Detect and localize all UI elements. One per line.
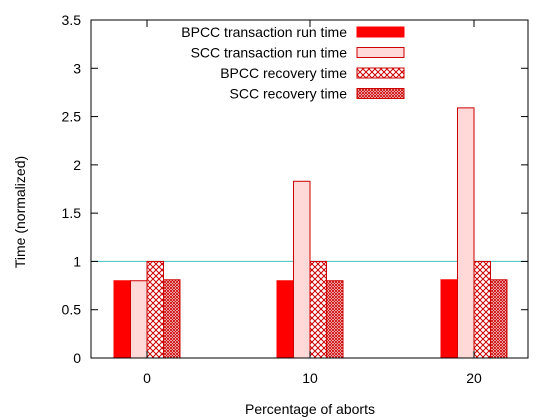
legend-swatch — [356, 47, 405, 58]
legend-swatch — [356, 26, 405, 38]
bar-3-20 — [473, 260, 491, 359]
y-tick-label: 1 — [73, 253, 81, 269]
bar-4-0 — [163, 279, 181, 359]
y-axis-label: Time (normalized) — [12, 156, 28, 268]
legend-label: BPCC transaction run time — [181, 24, 347, 40]
legend-label: SCC transaction run time — [191, 45, 348, 61]
y-tick-label: 3 — [73, 60, 81, 76]
bar-2-20 — [457, 107, 475, 359]
bar-1-0 — [113, 280, 131, 359]
legend-label: SCC recovery time — [230, 86, 348, 102]
y-tick-label: 2.5 — [62, 109, 82, 125]
y-tick-label: 3.5 — [62, 12, 82, 28]
x-tick-label: 0 — [143, 370, 151, 386]
legend-swatch — [356, 67, 405, 79]
x-axis-label: Percentage of aborts — [245, 401, 375, 417]
legend-swatch — [356, 88, 405, 99]
x-tick-label: 10 — [302, 370, 318, 386]
y-tick-label: 0 — [73, 350, 81, 366]
y-tick-label: 1.5 — [62, 205, 82, 221]
bar-2-0 — [130, 280, 148, 359]
y-tick-label: 0.5 — [62, 302, 82, 318]
y-tick-label: 2 — [73, 157, 81, 173]
bar-4-10 — [326, 280, 344, 359]
bar-2-10 — [293, 180, 311, 359]
legend-label: BPCC recovery time — [220, 65, 347, 81]
bar-1-20 — [440, 279, 458, 359]
bar-3-10 — [309, 260, 327, 359]
bar-1-10 — [276, 280, 294, 359]
bar-3-0 — [146, 260, 164, 359]
bar-4-20 — [490, 279, 508, 359]
x-tick-label: 20 — [466, 370, 482, 386]
